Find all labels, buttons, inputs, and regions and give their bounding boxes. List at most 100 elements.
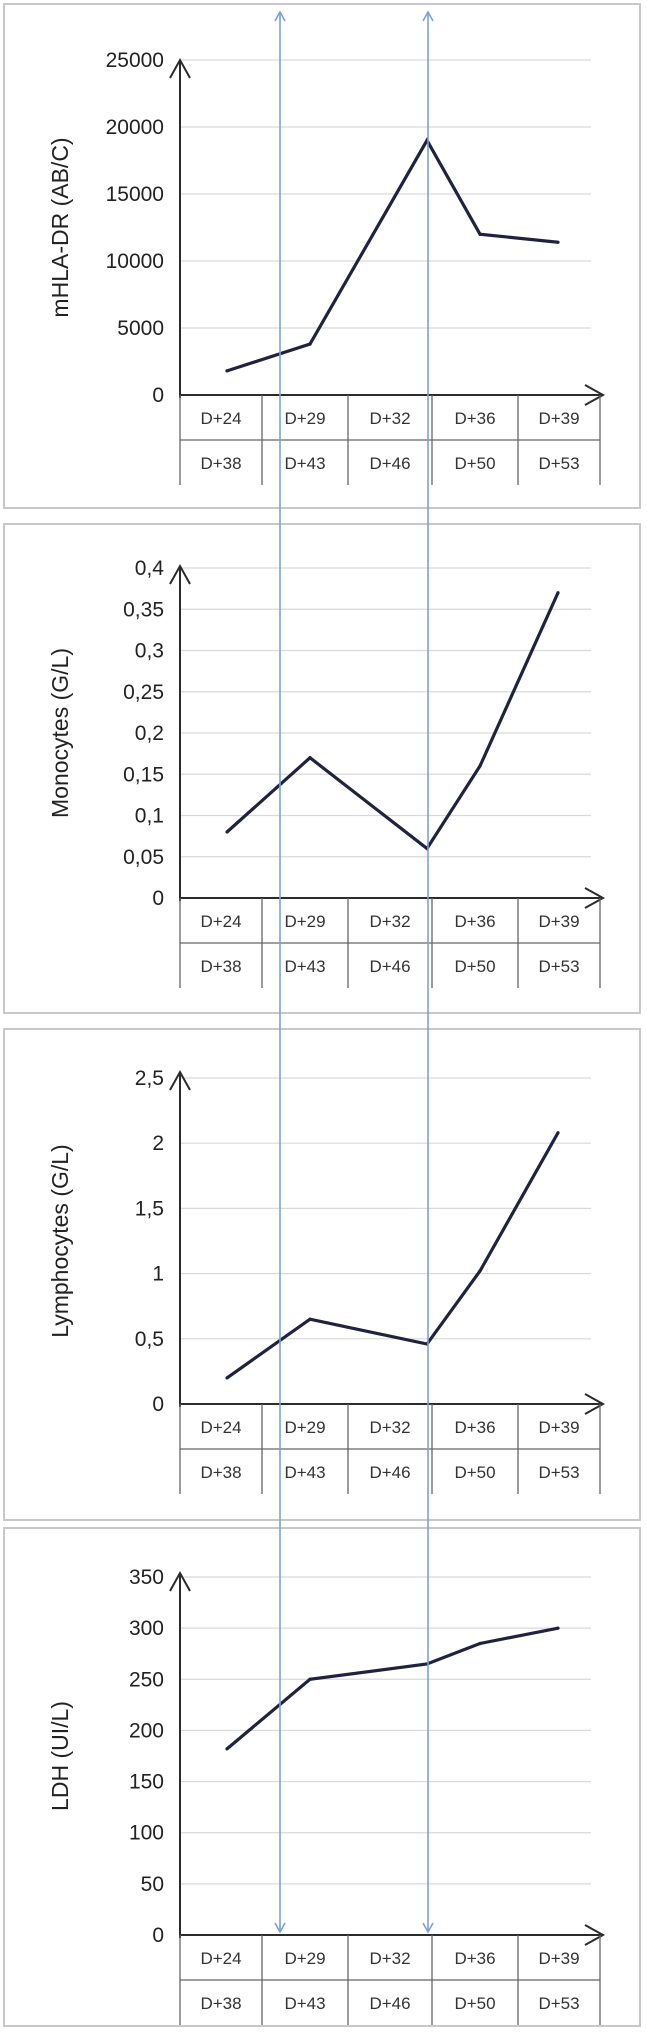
x-tick-label: D+36	[454, 912, 495, 931]
y-tick-label: 0,25	[123, 681, 164, 704]
y-axis-arrow	[169, 1069, 191, 1091]
panel-frame	[3, 1527, 641, 2027]
x-tick-label: D+39	[538, 1949, 579, 1968]
y-tick-label: 50	[141, 1873, 164, 1896]
data-point	[225, 1376, 229, 1380]
x-tick-label: D+32	[369, 912, 410, 931]
y-tick-label: 0,4	[135, 557, 165, 580]
y-tick-label: 2	[152, 1132, 164, 1155]
data-point	[556, 240, 560, 244]
x-tick-label-secondary: D+50	[454, 1994, 495, 2013]
x-tick-label: D+29	[284, 409, 325, 428]
y-tick-label: 25000	[106, 49, 164, 72]
x-tick-label-secondary: D+46	[369, 1463, 410, 1482]
x-tick-label: D+39	[538, 409, 579, 428]
x-tick-label-secondary: D+38	[200, 1463, 241, 1482]
data-point	[556, 1626, 560, 1630]
chart-panel-1: 0 5000 10000 15000 20000 25000 mHLA-DR (AB/C) D…	[3, 3, 641, 509]
y-tick-label: 0,5	[135, 1328, 164, 1351]
x-tick-label: D+32	[369, 409, 410, 428]
y-axis-label: mHLA-DR (AB/C)	[47, 137, 73, 317]
y-tick-label: 0,05	[123, 846, 164, 869]
data-point	[308, 756, 312, 760]
x-tick-label-secondary: D+43	[284, 454, 325, 473]
panel-frame	[3, 1028, 641, 1521]
x-tick-label-secondary: D+53	[538, 957, 579, 976]
x-tick-label: D+24	[200, 1949, 241, 1968]
x-tick-label: D+29	[284, 1949, 325, 1968]
y-tick-label: 20000	[106, 116, 164, 139]
data-point	[478, 232, 482, 236]
data-point	[308, 1677, 312, 1681]
data-point	[225, 369, 229, 373]
x-tick-label-secondary: D+38	[200, 957, 241, 976]
y-tick-label: 1,5	[135, 1197, 164, 1220]
x-tick-label: D+39	[538, 1418, 579, 1437]
x-tick-label-secondary: D+46	[369, 1994, 410, 2013]
x-tick-label: D+32	[369, 1949, 410, 1968]
x-axis-arrow	[584, 887, 606, 909]
y-axis-label: Lymphocytes (G/L)	[47, 1144, 73, 1337]
y-tick-label: 5000	[117, 317, 164, 340]
y-tick-label: 250	[129, 1668, 164, 1691]
y-tick-label: 300	[129, 1617, 164, 1640]
y-axis-label: Monocytes (G/L)	[47, 648, 73, 818]
y-tick-label: 0	[152, 887, 164, 910]
x-tick-label-secondary: D+53	[538, 1994, 579, 2013]
data-point	[556, 1131, 560, 1135]
x-axis-arrow	[584, 1924, 606, 1946]
data-point	[478, 1641, 482, 1646]
y-tick-label: 0	[152, 1393, 164, 1416]
x-tick-label: D+36	[454, 1949, 495, 1968]
panel-frame	[3, 3, 641, 509]
data-point	[556, 591, 560, 595]
y-tick-label: 0	[152, 384, 164, 407]
x-tick-label: D+24	[200, 409, 241, 428]
y-axis-arrow	[169, 563, 191, 585]
x-axis-arrow	[584, 384, 606, 406]
y-tick-label: 0,1	[135, 805, 164, 828]
x-tick-label: D+39	[538, 912, 579, 931]
y-tick-label: 10000	[106, 250, 164, 273]
x-axis-arrow	[584, 1393, 606, 1415]
y-axis-label: LDH (UI/L)	[47, 1701, 73, 1811]
y-tick-label: 0,3	[135, 640, 164, 663]
x-tick-label-secondary: D+43	[284, 1463, 325, 1482]
x-tick-label-secondary: D+46	[369, 957, 410, 976]
data-point	[478, 764, 482, 768]
y-tick-label: 1	[152, 1263, 164, 1286]
y-tick-label: 100	[129, 1822, 164, 1845]
x-tick-label: D+24	[200, 912, 241, 931]
x-tick-label-secondary: D+53	[538, 454, 579, 473]
data-point	[225, 830, 229, 834]
data-point	[308, 1317, 312, 1321]
x-tick-label-secondary: D+50	[454, 1463, 495, 1482]
x-tick-label-secondary: D+50	[454, 454, 495, 473]
y-tick-label: 0,15	[123, 763, 164, 786]
x-tick-label-secondary: D+53	[538, 1463, 579, 1482]
y-tick-label: 150	[129, 1771, 164, 1794]
x-tick-label-secondary: D+50	[454, 957, 495, 976]
y-tick-label: 0,2	[135, 722, 164, 745]
x-tick-label: D+36	[454, 409, 495, 428]
x-tick-label-secondary: D+43	[284, 1994, 325, 2013]
x-tick-label: D+24	[200, 1418, 241, 1437]
x-tick-label-secondary: D+38	[200, 454, 241, 473]
y-tick-label: 15000	[106, 183, 164, 206]
x-tick-label-secondary: D+43	[284, 957, 325, 976]
x-tick-label: D+29	[284, 1418, 325, 1437]
x-tick-label-secondary: D+38	[200, 1994, 241, 2013]
y-tick-label: 0,35	[123, 598, 164, 621]
chart-panel-3: 0 0,5 1 1,5 2 2,5 Lymphocytes (G/L) D+24 D+38 D+2…	[3, 1028, 641, 1521]
y-tick-label: 0	[152, 1924, 164, 1947]
data-point	[308, 342, 312, 346]
y-tick-label: 200	[129, 1719, 164, 1742]
y-tick-label: 2,5	[135, 1067, 164, 1090]
data-point	[478, 1269, 482, 1273]
y-axis-arrow	[169, 57, 191, 79]
data-point	[225, 1747, 229, 1751]
x-tick-label: D+36	[454, 1418, 495, 1437]
y-tick-label: 350	[129, 1566, 164, 1589]
y-axis-arrow	[169, 1570, 191, 1592]
